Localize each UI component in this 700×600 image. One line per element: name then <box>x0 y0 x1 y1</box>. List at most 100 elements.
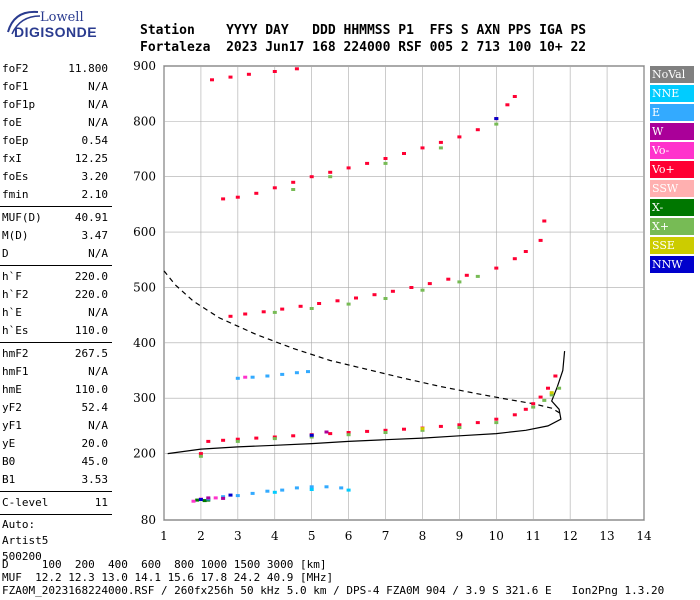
data-point <box>294 371 299 375</box>
data-point <box>457 135 462 139</box>
param-row: foE N/A <box>0 114 112 132</box>
param-label: h`F2 <box>2 288 29 301</box>
data-point <box>531 405 536 409</box>
data-point <box>261 310 266 314</box>
param-value: N/A <box>88 306 108 319</box>
data-point <box>298 304 303 308</box>
header-values: Fortaleza 2023 Jun17 168 224000 RSF 005 … <box>140 40 587 55</box>
param-group-autoscaling: Auto: Artist5 500200 <box>0 517 112 565</box>
data-point <box>457 280 462 284</box>
data-point <box>538 238 543 242</box>
data-point <box>438 140 443 144</box>
param-label: yF1 <box>2 419 22 432</box>
data-point <box>254 436 259 440</box>
data-point <box>221 496 226 500</box>
data-point <box>494 266 499 270</box>
separator <box>0 514 112 515</box>
data-point <box>557 386 562 390</box>
param-row: D N/A <box>0 245 112 263</box>
y-tick-label: 500 <box>133 280 156 294</box>
data-point <box>365 429 370 433</box>
autoscaling-text: Auto: <box>2 518 36 531</box>
data-point <box>365 161 370 165</box>
param-label: foF2 <box>2 62 29 75</box>
data-point <box>339 486 344 490</box>
param-value: 220.0 <box>74 270 108 283</box>
data-point <box>438 146 443 150</box>
data-point <box>383 297 388 300</box>
data-point <box>427 282 432 286</box>
param-label: MUF(D) <box>2 211 42 224</box>
param-value: 11.800 <box>68 62 108 75</box>
data-point <box>346 488 351 492</box>
param-row: MUF(D) 40.91 <box>0 209 112 227</box>
data-point <box>294 486 299 490</box>
param-value: N/A <box>88 247 108 260</box>
chart-axes: 1 2 3 4 5 6 7 8 9 10 11 12 13 14802003004005006007008… <box>133 59 652 543</box>
data-point <box>272 490 277 494</box>
legend-item-e: E <box>650 104 694 121</box>
autoscaling-text: 500200 <box>2 550 42 563</box>
data-point <box>494 417 499 421</box>
data-point <box>531 402 536 406</box>
param-value: 45.0 <box>81 455 109 468</box>
data-point <box>221 438 226 442</box>
data-point <box>221 197 226 201</box>
data-point <box>195 498 200 502</box>
data-point <box>213 496 218 500</box>
data-point <box>265 489 270 493</box>
param-label: B0 <box>2 455 16 468</box>
data-point <box>553 374 558 378</box>
param-value: 3.53 <box>81 473 109 486</box>
param-value: 3.47 <box>81 229 109 242</box>
y-tick-label: 300 <box>133 391 156 405</box>
data-point <box>309 307 314 310</box>
data-point <box>494 421 499 425</box>
param-group-muf: MUF(D) 40.91 M(D) 3.47 D N/A <box>0 209 112 263</box>
data-point <box>546 386 550 390</box>
legend-item-w: W <box>650 123 694 140</box>
data-point <box>512 413 517 417</box>
param-value: N/A <box>88 116 108 129</box>
param-value: 0.54 <box>81 134 109 147</box>
data-point <box>383 431 388 434</box>
legend-item-x-: X+ <box>650 218 694 235</box>
lowell-digisonde-logo: Lowell DIGISONDE <box>4 6 124 40</box>
series-vo- <box>198 67 558 456</box>
x-tick-label: 7 <box>382 529 390 543</box>
data-point <box>294 67 299 71</box>
param-label: foEp <box>2 134 29 147</box>
param-row: hmE 110.0 <box>0 381 112 399</box>
y-tick-label: 200 <box>133 447 156 461</box>
data-point <box>198 498 203 501</box>
data-point <box>265 374 270 378</box>
param-row: yF1 N/A <box>0 417 112 435</box>
param-row: foEs 3.20 <box>0 168 112 186</box>
data-point <box>438 424 443 428</box>
param-value: 3.20 <box>81 170 109 183</box>
electron-density-profile-curve <box>163 270 564 416</box>
param-row: yE 20.0 <box>0 435 112 453</box>
param-label: foF1p <box>2 98 36 111</box>
param-value: 11 <box>94 496 108 509</box>
param-value: 40.91 <box>74 211 108 224</box>
param-group-frequencies: foF2 11.800 foF1 N/A foF1p N/A foE N/A foEp 0.54 f… <box>0 60 112 204</box>
y-tick-label: 900 <box>133 59 156 73</box>
data-point <box>272 435 277 439</box>
param-label: hmE <box>2 383 22 396</box>
data-point <box>317 302 322 305</box>
chart-grid <box>163 65 645 521</box>
y-tick-label: 600 <box>133 225 156 239</box>
param-label: foF1 <box>2 80 29 93</box>
data-point <box>346 433 351 437</box>
data-point <box>280 307 285 311</box>
y-tick-label: 400 <box>133 336 156 350</box>
footer-info: D 100 200 400 600 800 1000 1500 3000 [km… <box>2 558 664 597</box>
data-point <box>505 103 510 107</box>
data-point <box>420 146 425 150</box>
data-point <box>228 493 233 497</box>
param-label: yF2 <box>2 401 22 414</box>
param-value: N/A <box>88 419 108 432</box>
data-point <box>420 427 425 431</box>
polarization-legend: NoVal NNE E W Vo- Vo+ SSW X- X+ SSE NNW <box>650 66 694 275</box>
